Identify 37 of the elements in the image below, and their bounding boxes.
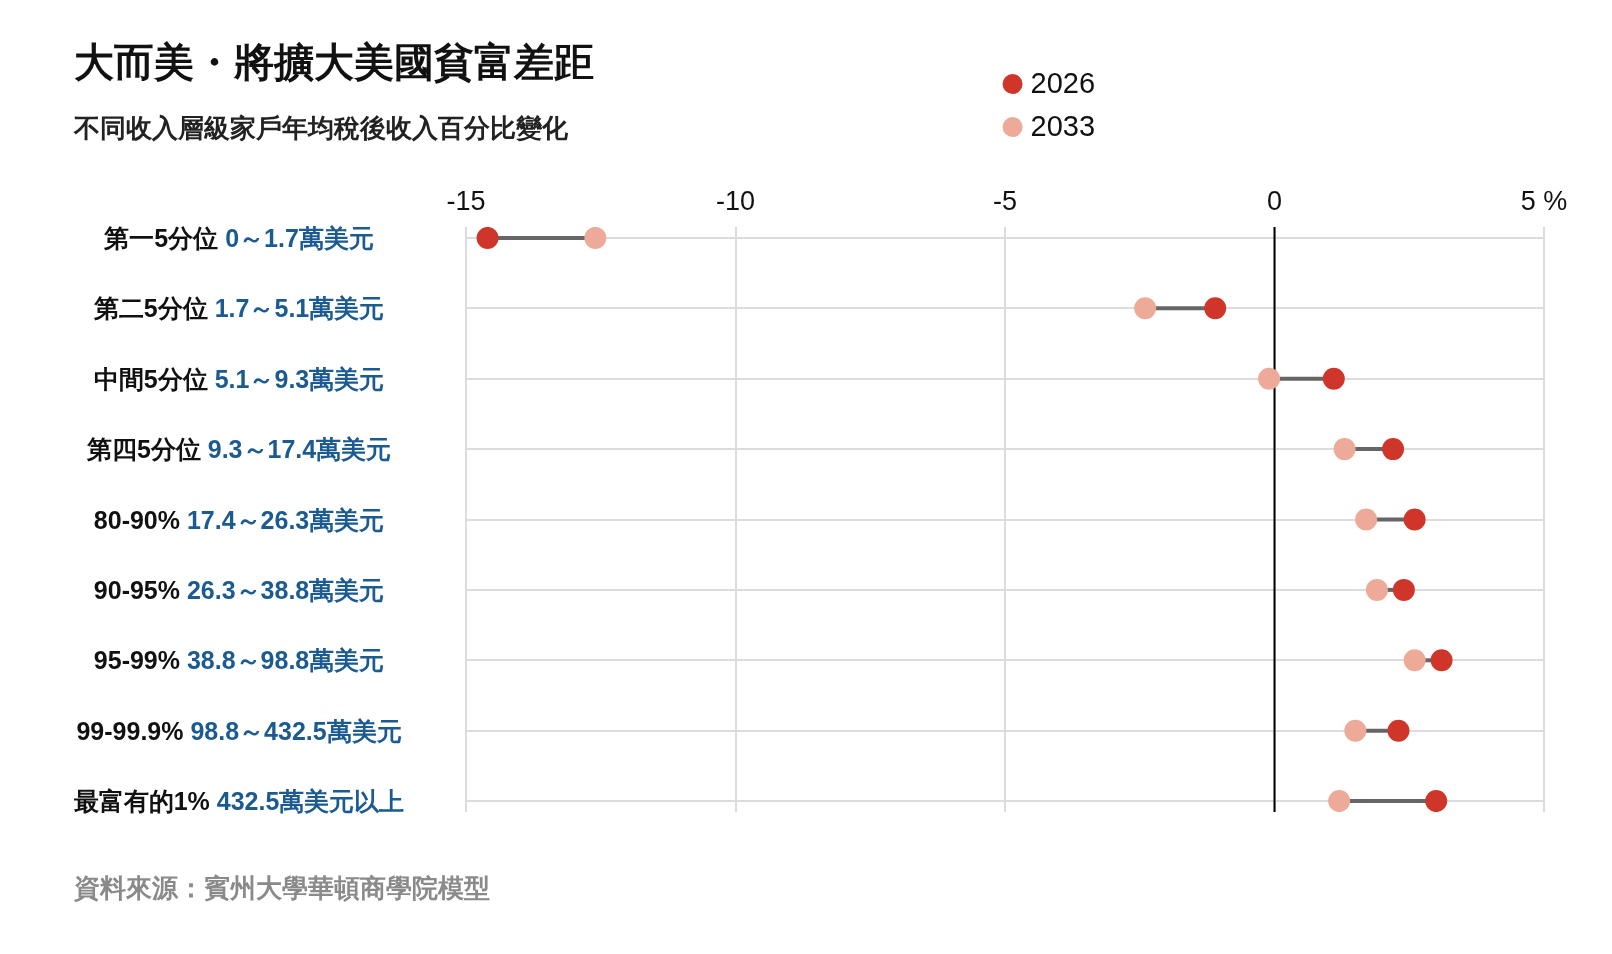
- point: [1134, 297, 1157, 320]
- y-tick-label: 最富有的1% 432.5萬美元以上: [73, 787, 405, 816]
- point: [1403, 508, 1426, 531]
- x-tick-label: -15: [446, 186, 486, 217]
- y-tick-label: 90-95% 26.3～38.8萬美元: [93, 575, 385, 604]
- point: [1403, 649, 1426, 672]
- point: [1258, 367, 1281, 390]
- point: [1204, 297, 1227, 320]
- x-tick-label: 5 %: [1520, 186, 1568, 217]
- y-tick-label: 第二5分位 1.7～5.1萬美元: [93, 294, 385, 323]
- y-tick-label: 80-90% 17.4～26.3萬美元: [93, 505, 385, 534]
- point: [1430, 649, 1453, 672]
- point: [1355, 508, 1378, 531]
- chart-title: 大而美・將擴大美國貧富差距: [74, 39, 594, 86]
- point: [584, 227, 607, 249]
- x-tick-label: -5: [992, 186, 1018, 217]
- point: [1392, 578, 1415, 601]
- point: [1387, 719, 1410, 742]
- y-tick-label: 中間5分位 5.1～9.3萬美元: [93, 364, 385, 393]
- y-tick-label: 第一5分位 0～1.7萬美元: [104, 223, 374, 252]
- y-tick-label: 99-99.9% 98.8～432.5萬美元: [76, 716, 402, 745]
- legend-label: 2033: [1030, 110, 1096, 142]
- point: [1328, 790, 1351, 812]
- legend-label: 2026: [1030, 67, 1096, 99]
- y-tick-label: 95-99% 38.8～98.8萬美元: [93, 646, 385, 675]
- point: [1382, 438, 1405, 461]
- x-tick-label: -10: [715, 186, 756, 217]
- source-note: 資料來源：賓州大學華頓商學院模型: [74, 873, 490, 905]
- point: [1425, 790, 1448, 812]
- x-tick-label: 0: [1266, 186, 1283, 217]
- point: [1333, 438, 1356, 461]
- point: [1344, 719, 1367, 742]
- chart-subtitle: 不同收入層級家戶年均稅後收入百分比變化: [74, 113, 568, 145]
- point: [476, 227, 499, 249]
- point: [1365, 578, 1388, 601]
- point: [1322, 367, 1345, 390]
- y-tick-label: 第四5分位 9.3～17.4萬美元: [86, 435, 392, 464]
